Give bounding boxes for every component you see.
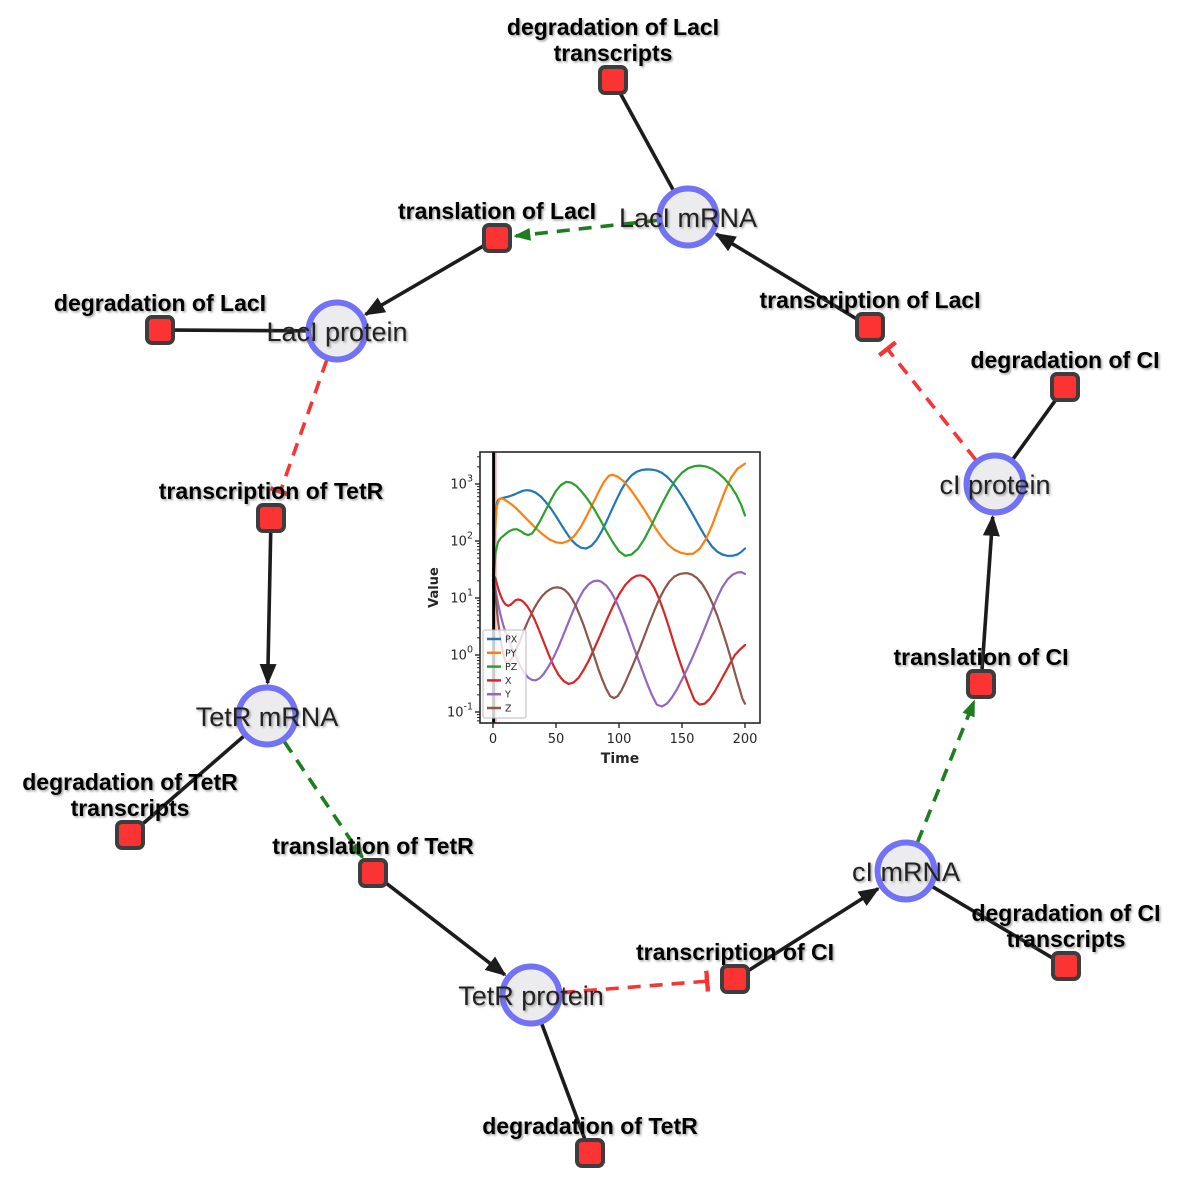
- species-node-ci-protein[interactable]: [963, 452, 1027, 516]
- species-node-ci-mrna[interactable]: [874, 839, 938, 903]
- edge-production-transcription-laci-laci-mrna: [714, 232, 859, 321]
- y-axis-title: Value: [427, 567, 442, 608]
- x-tick-label: 0: [489, 732, 497, 747]
- y-tick-label: 100: [450, 645, 473, 664]
- reaction-node-transcription-ci[interactable]: [720, 964, 750, 994]
- x-tick-label: 100: [607, 732, 632, 747]
- edge-consumption-laci-protein-deg-laci: [174, 328, 307, 333]
- plot-background: [480, 452, 760, 723]
- axes-spines: [479, 451, 761, 724]
- reaction-label-deg-laci-transcripts: transcripts: [554, 40, 673, 66]
- reaction-node-deg-ci-transcripts[interactable]: [1051, 951, 1081, 981]
- edge-consumption-ci-protein-deg-ci: [1011, 398, 1058, 460]
- reaction-label-translation-tetr: translation of TetR: [272, 833, 474, 859]
- reaction-label-transcription-laci: transcription of LacI: [759, 287, 980, 313]
- y-tick-label: 10-1: [447, 702, 473, 721]
- x-tick-label: 50: [548, 732, 565, 747]
- y-tick-label: 102: [450, 531, 473, 550]
- edge-modifier-tetr-mrna-translation-tetr: [282, 740, 364, 860]
- reaction-label-transcription-ci: transcription of CI: [636, 939, 834, 965]
- reaction-node-transcription-tetr[interactable]: [256, 503, 286, 533]
- reaction-label-translation-ci: translation of CI: [893, 644, 1068, 670]
- reaction-node-translation-laci[interactable]: [482, 223, 512, 253]
- edge-production-transcription-ci-ci-mrna: [746, 887, 880, 973]
- edge-inhibition-laci-protein-transcription-tetr: [269, 359, 329, 498]
- species-label-ci-protein: cI protein: [939, 470, 1050, 500]
- series-line-X: [491, 574, 747, 706]
- edge-consumption-laci-mrna-deg-laci-transcripts: [618, 92, 675, 191]
- reaction-label-deg-ci-transcripts: transcripts: [1007, 926, 1126, 952]
- reaction-node-translation-ci[interactable]: [966, 669, 996, 699]
- reaction-node-deg-ci[interactable]: [1050, 372, 1080, 402]
- edge-inhibition-tetr-protein-transcription-ci: [561, 970, 711, 995]
- legend-label-Y: Y: [504, 690, 511, 701]
- reaction-label-deg-tetr: degradation of TetR: [482, 1113, 698, 1139]
- x-axis-title: Time: [601, 751, 639, 767]
- edge-production-transcription-tetr-tetr-mrna: [259, 532, 277, 686]
- reaction-node-deg-tetr[interactable]: [575, 1138, 605, 1168]
- reaction-node-deg-tetr-transcripts[interactable]: [115, 820, 145, 850]
- edge-inhibition-ci-protein-transcription-laci: [877, 340, 978, 461]
- reaction-label-deg-laci-transcripts: degradation of LacI: [507, 14, 719, 40]
- y-tick-label: 103: [450, 474, 473, 493]
- reaction-label-deg-ci-transcripts: degradation of CI: [971, 900, 1160, 926]
- species-node-laci-protein[interactable]: [305, 299, 369, 363]
- reaction-label-deg-ci: degradation of CI: [970, 347, 1159, 373]
- legend-label-X: X: [505, 676, 512, 687]
- x-tick-label: 200: [733, 732, 758, 747]
- series-line-PZ: [491, 464, 747, 590]
- reaction-node-translation-tetr[interactable]: [358, 858, 388, 888]
- legend-label-PZ: PZ: [505, 662, 518, 673]
- reaction-label-deg-tetr-transcripts: transcripts: [71, 795, 190, 821]
- reaction-node-deg-laci[interactable]: [145, 315, 175, 345]
- edge-modifier-laci-mrna-translation-laci: [513, 218, 658, 241]
- edges-layer: [140, 92, 1058, 1140]
- edge-modifier-ci-mrna-translation-ci: [915, 699, 976, 843]
- species-label-tetr-mrna: TetR mRNA: [196, 702, 339, 732]
- species-label-tetr-protein: TetR protein: [458, 981, 604, 1011]
- nodes-layer: [115, 65, 1081, 1168]
- edge-production-translation-ci-ci-protein: [980, 514, 1000, 670]
- species-node-tetr-mrna[interactable]: [235, 684, 299, 748]
- labels-layer: degradation of LacItranscriptstranslatio…: [22, 14, 1160, 1139]
- edge-consumption-tetr-protein-deg-tetr: [540, 1023, 587, 1140]
- x-tick-label: 150: [670, 732, 695, 747]
- edge-production-translation-laci-laci-protein: [363, 243, 485, 316]
- reaction-label-deg-tetr-transcripts: degradation of TetR: [22, 769, 238, 795]
- species-label-laci-mrna: LacI mRNA: [619, 203, 757, 233]
- legend-label-PY: PY: [505, 648, 517, 659]
- edge-consumption-ci-mrna-deg-ci-transcripts: [931, 885, 1055, 960]
- reaction-node-deg-laci-transcripts[interactable]: [598, 65, 628, 95]
- edge-consumption-tetr-mrna-deg-tetr-transcripts: [140, 734, 245, 827]
- reaction-node-transcription-laci[interactable]: [855, 312, 885, 342]
- series-line-PY: [491, 462, 747, 577]
- edge-production-translation-tetr-tetr-protein: [383, 880, 507, 977]
- y-tick-label: 101: [450, 588, 473, 607]
- reaction-label-translation-laci: translation of LacI: [398, 198, 596, 224]
- species-node-tetr-protein[interactable]: [499, 963, 563, 1027]
- reaction-label-deg-laci: degradation of LacI: [54, 290, 266, 316]
- legend-label-PX: PX: [505, 635, 518, 646]
- reaction-label-transcription-tetr: transcription of TetR: [159, 478, 384, 504]
- species-label-laci-protein: LacI protein: [266, 317, 407, 347]
- series-line-PX: [491, 468, 747, 582]
- time-series-inset: 0 50 100 150 200 10-1 100 101 102 103 PX PY PZ XYZ Tim…: [427, 451, 761, 767]
- species-node-laci-mrna[interactable]: [656, 185, 720, 249]
- legend-label-Z: Z: [505, 704, 512, 715]
- species-label-ci-mrna: cI mRNA: [852, 857, 960, 887]
